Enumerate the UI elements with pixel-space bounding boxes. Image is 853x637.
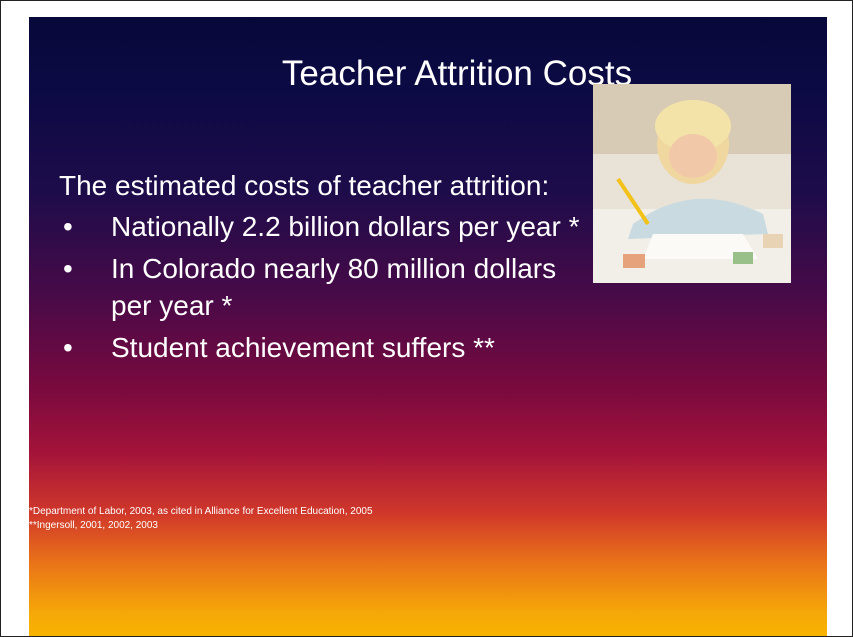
bullet-list: Nationally 2.2 billion dollars per year … bbox=[59, 208, 599, 366]
slide-body: The estimated costs of teacher attrition… bbox=[59, 167, 599, 371]
bullet: In Colorado nearly 80 million dollars pe… bbox=[59, 250, 599, 324]
photo bbox=[593, 84, 791, 283]
slide: Teacher Attrition Costs The estimated co… bbox=[29, 17, 827, 637]
intro-text: The estimated costs of teacher attrition… bbox=[59, 167, 599, 204]
footnotes: *Department of Labor, 2003, as cited in … bbox=[29, 505, 373, 533]
bullet: Nationally 2.2 billion dollars per year … bbox=[59, 208, 599, 245]
footnote: **Ingersoll, 2001, 2002, 2003 bbox=[29, 519, 373, 533]
bullet: Student achievement suffers ** bbox=[59, 329, 599, 366]
slide-title: Teacher Attrition Costs bbox=[259, 49, 637, 99]
page: Teacher Attrition Costs The estimated co… bbox=[0, 0, 853, 637]
footnote: *Department of Labor, 2003, as cited in … bbox=[29, 505, 373, 519]
